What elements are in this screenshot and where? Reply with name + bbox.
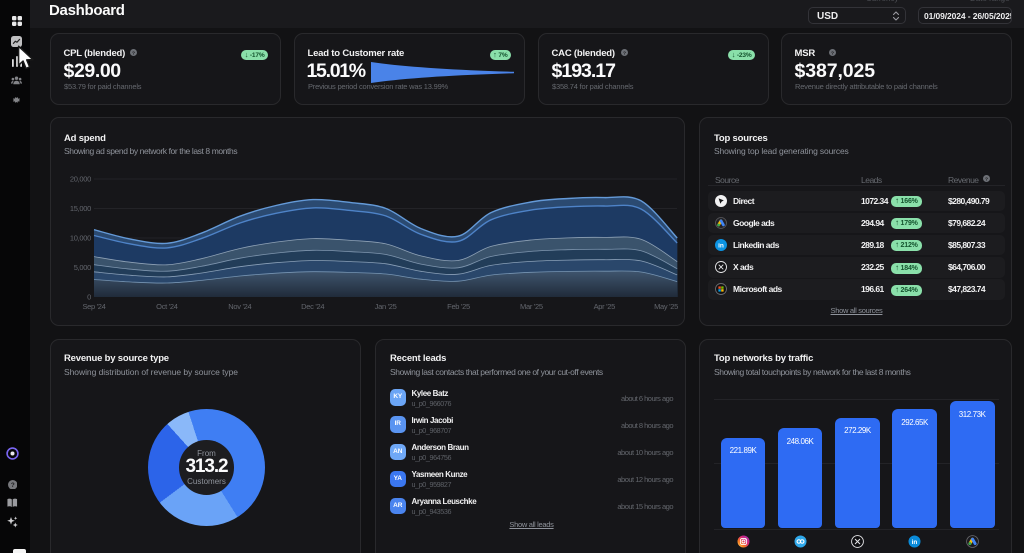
svg-text:in: in [912,539,918,546]
svg-text:?: ? [10,482,14,489]
svg-text:15,000: 15,000 [70,204,91,213]
svg-text:?: ? [132,50,135,56]
svg-text:0: 0 [87,293,91,302]
svg-text:?: ? [985,176,988,182]
svg-text:Nov '24: Nov '24 [228,302,251,311]
svg-text:5,000: 5,000 [74,263,91,272]
svg-text:?: ? [623,50,626,56]
svg-text:Dec '24: Dec '24 [301,302,324,311]
svg-text:Apr '25: Apr '25 [594,302,616,311]
svg-text:Oct '24: Oct '24 [156,302,178,311]
svg-text:Jan '25: Jan '25 [375,302,397,311]
svg-text:Feb '25: Feb '25 [447,302,470,311]
svg-text:May '25: May '25 [654,302,678,311]
svg-text:20,000: 20,000 [70,175,91,184]
svg-text:Sep '24: Sep '24 [82,302,105,311]
svg-text:Mar '25: Mar '25 [520,302,543,311]
svg-text:in: in [718,242,724,249]
svg-text:?: ? [831,50,834,56]
svg-text:10,000: 10,000 [70,234,91,243]
